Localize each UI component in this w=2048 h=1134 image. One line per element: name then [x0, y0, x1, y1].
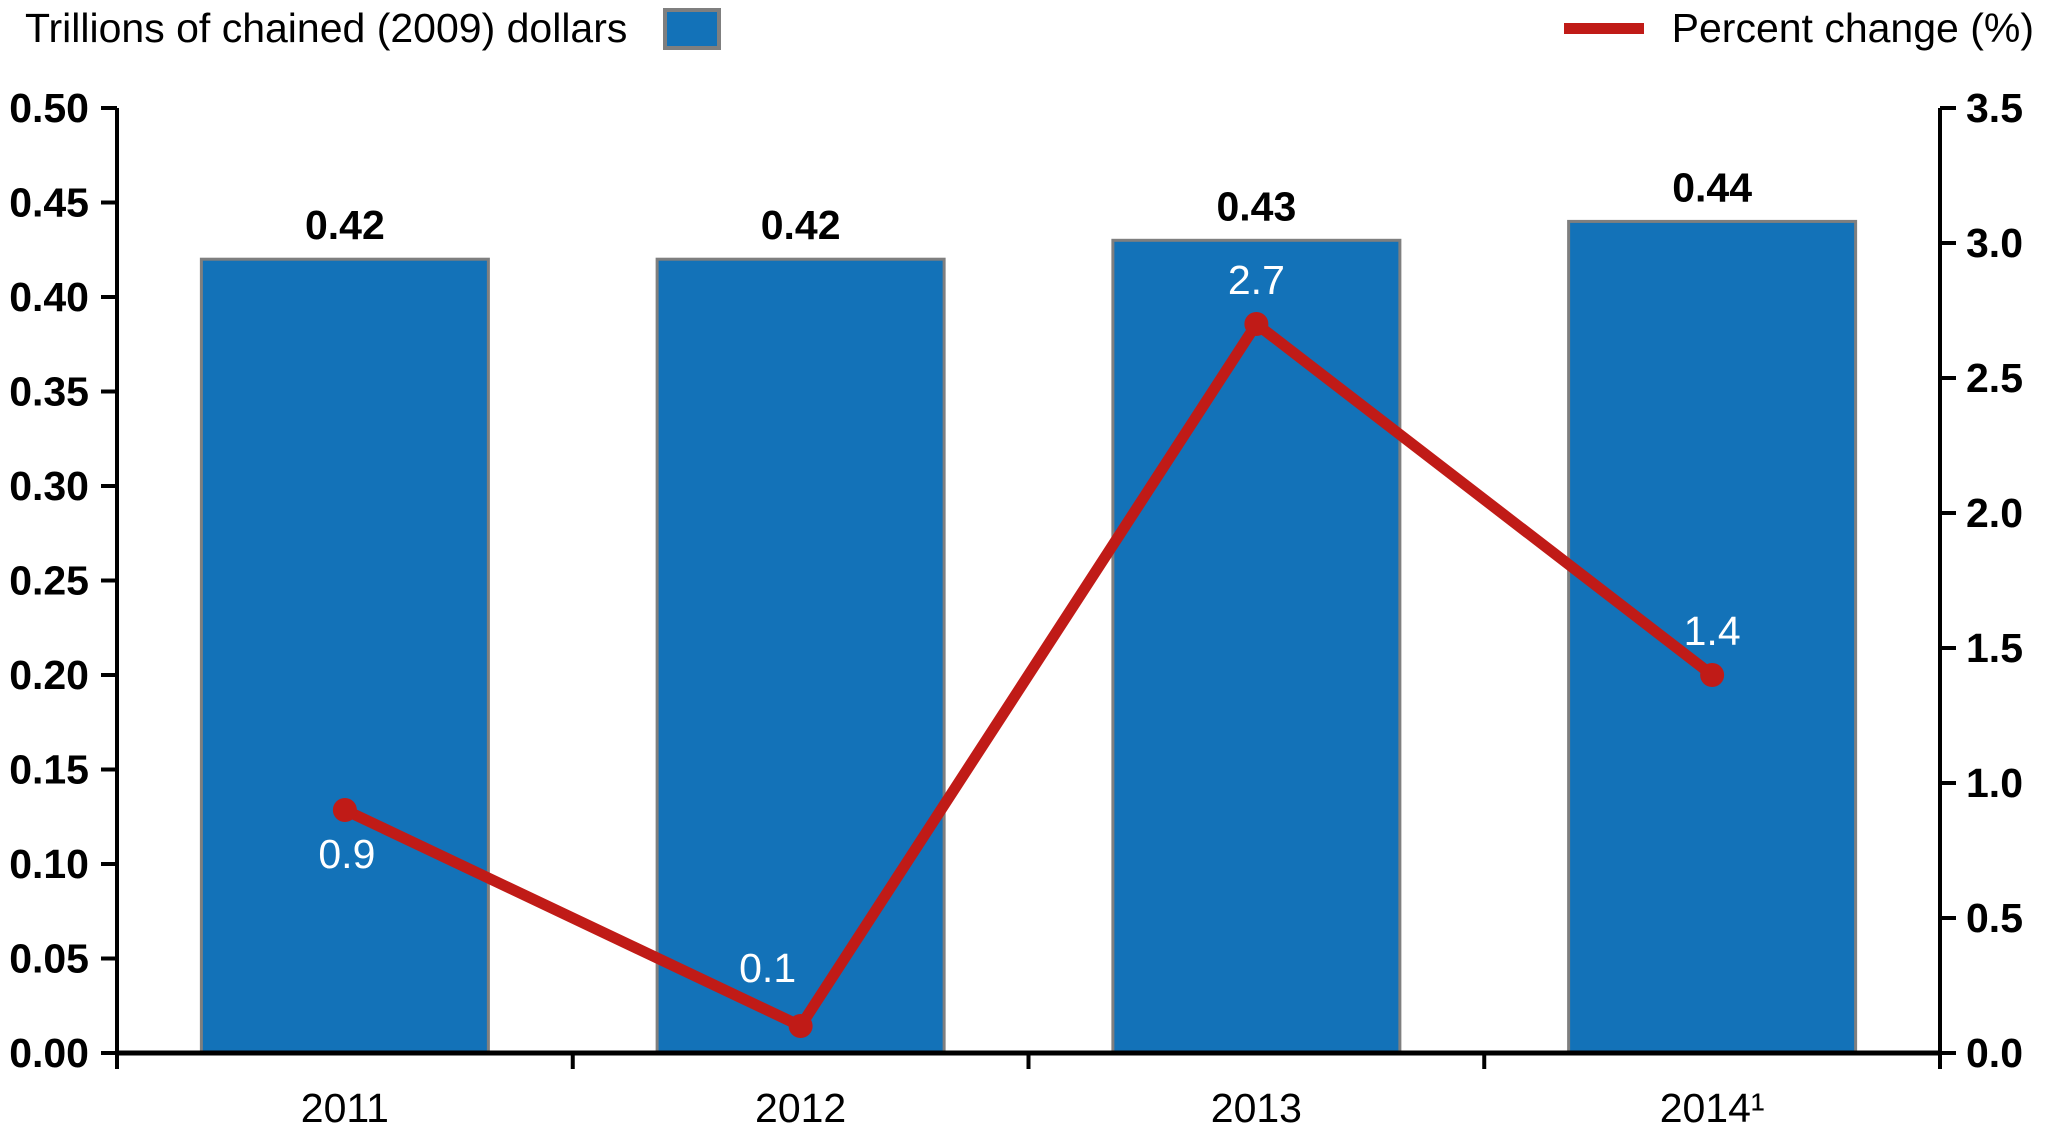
x-axis-label-2011: 2011: [301, 1085, 389, 1131]
bar-2013: [1111, 238, 1402, 1055]
point-value-label: 2.7: [1228, 257, 1285, 303]
y-tick-label-left: 0.05: [9, 936, 89, 982]
y-tick-label-left: 0.30: [9, 463, 89, 509]
y-tick-label-right: 0.0: [1966, 1030, 2023, 1076]
x-axis-label-2014¹: 2014¹: [1660, 1085, 1765, 1131]
y-tick-label-left: 0.25: [9, 558, 89, 604]
y-tick-label-left: 0.35: [9, 369, 89, 415]
legend-bars: Trillions of chained (2009) dollars: [25, 4, 722, 53]
bar-2012: [655, 257, 946, 1055]
data-point-2012: [788, 1014, 813, 1038]
legend-line: Percent change (%): [1563, 4, 2034, 53]
bar-value-label: 0.44: [1672, 164, 1752, 210]
legend-line-label: Percent change (%): [1671, 5, 2034, 51]
bar-swatch-icon: [663, 7, 722, 50]
point-value-label: 1.4: [1684, 608, 1741, 654]
y-tick-label-right: 3.5: [1966, 85, 2023, 131]
point-value-label: 0.9: [318, 831, 375, 877]
point-value-label: 0.1: [739, 945, 796, 991]
y-tick-label-left: 0.10: [9, 841, 89, 887]
data-point-2014¹: [1700, 663, 1725, 687]
y-tick-label-left: 0.15: [9, 747, 89, 793]
bar-2014¹: [1567, 219, 1858, 1055]
legend-bars-label: Trillions of chained (2009) dollars: [25, 5, 628, 51]
y-tick-label-right: 1.5: [1966, 625, 2023, 671]
y-tick-label-left: 0.50: [9, 85, 89, 131]
bar-value-label: 0.42: [305, 202, 385, 248]
y-tick-label-right: 2.5: [1966, 355, 2023, 401]
y-tick-label-left: 0.00: [9, 1030, 89, 1076]
percent-change-line: [342, 318, 1716, 1032]
x-axis-label-2012: 2012: [755, 1085, 846, 1131]
y-tick-label-left: 0.20: [9, 652, 89, 698]
bar-value-label: 0.42: [761, 202, 841, 248]
y-tick-label-right: 2.0: [1966, 490, 2023, 536]
data-point-2013: [1244, 312, 1269, 336]
y-tick-label-right: 3.0: [1966, 220, 2023, 266]
line-swatch-icon: [1563, 23, 1644, 35]
data-point-2011: [332, 798, 357, 822]
y-tick-label-left: 0.45: [9, 180, 89, 226]
y-tick-label-left: 0.40: [9, 274, 89, 320]
bar-value-label: 0.43: [1216, 183, 1296, 229]
y-tick-label-right: 1.0: [1966, 760, 2023, 806]
y-tick-label-right: 0.5: [1966, 895, 2023, 941]
x-axis-label-2013: 2013: [1211, 1085, 1302, 1131]
bar-2011: [199, 257, 490, 1055]
